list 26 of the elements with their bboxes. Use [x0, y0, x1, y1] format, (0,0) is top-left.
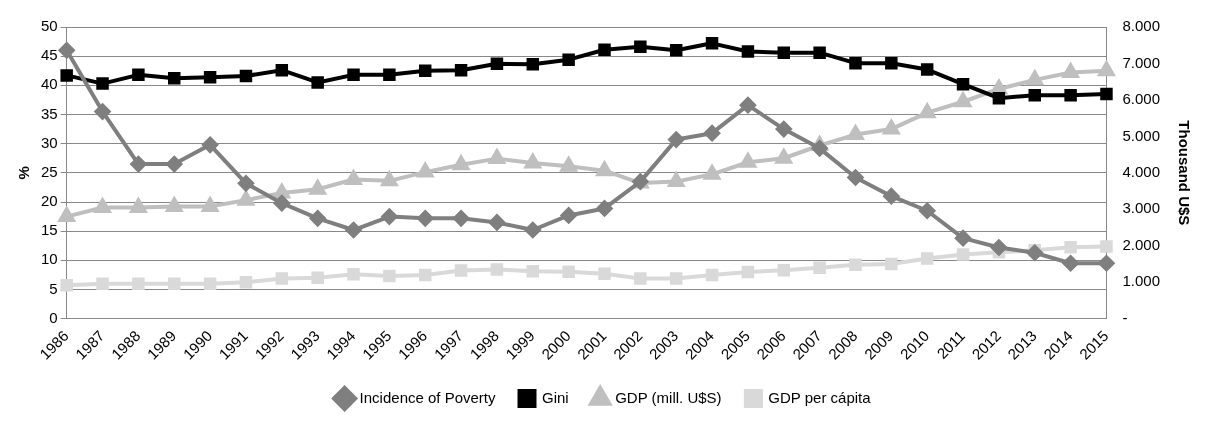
legend-label: Incidence of Poverty: [359, 388, 497, 406]
y-tick-label: 50: [41, 17, 58, 35]
y-tick-label: 15: [41, 221, 58, 239]
y-tick-label: 0: [49, 308, 58, 326]
y-tick-label: 45: [41, 46, 58, 64]
y2-axis-title: Thousand U$S: [1175, 120, 1193, 226]
y2-tick-label: 5.000: [1122, 126, 1161, 144]
y-tick-label: 5: [49, 279, 58, 297]
y2-tick-label: 3.000: [1122, 199, 1161, 217]
y2-tick-label: 2.000: [1122, 235, 1161, 253]
y-tick-label: 35: [41, 104, 58, 122]
y-axis-title: %: [15, 166, 33, 180]
legend-label: GDP per cápita: [768, 388, 872, 406]
y2-tick-label: 6.000: [1122, 90, 1161, 108]
y-tick-label: 40: [41, 75, 58, 93]
y2-tick-label: 7.000: [1122, 53, 1161, 71]
legend-label: Gini: [542, 388, 569, 406]
y2-tick-label: 4.000: [1122, 162, 1161, 180]
y2-tick-label: 1.000: [1122, 272, 1161, 290]
y2-tick-label: 8.000: [1122, 17, 1161, 35]
y-tick-label: 10: [41, 250, 58, 268]
y-tick-label: 25: [41, 162, 58, 180]
y-tick-label: 20: [41, 192, 58, 210]
y2-tick-label: -: [1122, 308, 1128, 326]
legend-label: GDP (mill. U$S): [615, 388, 722, 406]
y-tick-label: 30: [41, 133, 58, 151]
